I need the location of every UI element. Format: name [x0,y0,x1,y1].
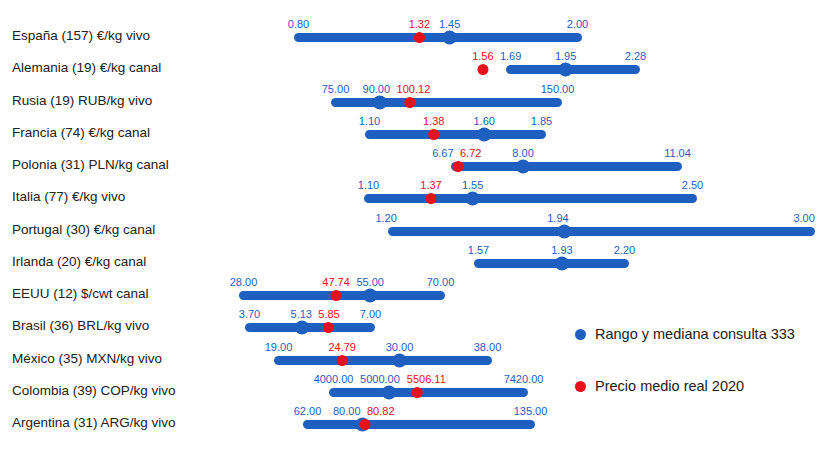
svg-text:38.00: 38.00 [474,341,502,353]
svg-text:1.93: 1.93 [551,244,572,256]
svg-text:47.74: 47.74 [322,276,350,288]
html-text:Francia (74) €/kg canal: Francia (74) €/kg canal [12,124,151,140]
html-text:Rango y mediana consulta 333: Rango y mediana consulta 333 [595,326,795,342]
svg-text:1.37: 1.37 [420,179,441,191]
svg-text:2.00: 2.00 [567,18,588,30]
svg-text:5506.11: 5506.11 [407,373,446,385]
html-text:Italia (77) €/kg vivo: Italia (77) €/kg vivo [12,189,126,205]
svg-text:1.69: 1.69 [500,50,521,62]
svg-text:2.28: 2.28 [625,50,646,62]
svg-text:1.85: 1.85 [531,115,552,127]
html-text:Argentina (31) ARG/kg vivo: Argentina (31) ARG/kg vivo [12,415,176,430]
svg-text:0.80: 0.80 [288,18,309,30]
svg-text:2.20: 2.20 [614,244,635,256]
svg-text:30.00: 30.00 [386,341,414,353]
svg-text:90.00: 90.00 [363,83,391,95]
svg-text:5.13: 5.13 [291,308,312,320]
svg-text:70.00: 70.00 [427,276,455,288]
svg-text:7.00: 7.00 [360,308,381,320]
svg-text:1.94: 1.94 [547,212,568,224]
svg-text:28.00: 28.00 [230,276,258,288]
svg-text:75.00: 75.00 [322,83,350,95]
svg-text:7420.00: 7420.00 [504,373,544,385]
svg-text:3.00: 3.00 [793,212,814,224]
svg-text:100.12: 100.12 [397,83,431,95]
svg-text:11.04: 11.04 [664,147,691,159]
svg-text:1.32: 1.32 [409,18,430,30]
html-text:México (35) MXN/kg vivo: México (35) MXN/kg vivo [12,350,162,366]
html-text:EEUU (12) $/cwt canal: EEUU (12) $/cwt canal [12,286,149,301]
svg-text:1.57: 1.57 [468,244,489,256]
html-text:Precio medio real 2020: Precio medio real 2020 [595,378,745,394]
html-text:Portugal (30) €/kg canal: Portugal (30) €/kg canal [12,221,156,237]
html-text:España (157) €/kg vivo: España (157) €/kg vivo [12,28,151,43]
svg-text:135.00: 135.00 [514,405,548,417]
svg-text:1.45: 1.45 [439,18,460,30]
svg-text:1.95: 1.95 [555,50,576,62]
svg-text:4000.00: 4000.00 [314,373,354,385]
html-text:Colombia (39) COP/kg vivo: Colombia (39) COP/kg vivo [12,382,176,398]
svg-text:1.56: 1.56 [472,50,493,62]
html-text:Polonia (31) PLN/kg canal: Polonia (31) PLN/kg canal [12,157,169,172]
html-text:Rusia (19) RUB/kg vivo: Rusia (19) RUB/kg vivo [12,92,153,108]
svg-text:3.70: 3.70 [239,308,260,320]
svg-text:1.38: 1.38 [423,115,444,127]
svg-text:1.60: 1.60 [473,115,494,127]
svg-text:5.85: 5.85 [318,308,339,320]
svg-text:1.10: 1.10 [358,179,379,191]
svg-text:1.55: 1.55 [462,179,483,191]
svg-text:19.00: 19.00 [265,341,293,353]
html-text:Alemania (19) €/kg canal: Alemania (19) €/kg canal [12,60,162,76]
svg-text:80.82: 80.82 [367,405,395,417]
svg-text:2.50: 2.50 [682,179,703,191]
html-text:Brasil (36) BRL/kg vivo: Brasil (36) BRL/kg vivo [12,318,150,334]
svg-text:24.79: 24.79 [328,341,356,353]
svg-text:8.00: 8.00 [512,147,533,159]
svg-text:55.00: 55.00 [356,276,384,288]
html-text:Irlanda (20) €/kg canal: Irlanda (20) €/kg canal [12,253,147,269]
svg-text:5000.00: 5000.00 [360,373,400,385]
svg-text:1.20: 1.20 [375,212,396,224]
svg-text:6.72: 6.72 [460,147,481,159]
svg-text:150.00: 150.00 [541,83,575,95]
svg-text:62.00: 62.00 [294,405,322,417]
svg-text:6.67: 6.67 [432,147,453,159]
svg-text:1.10: 1.10 [359,115,380,127]
svg-text:80.00: 80.00 [333,405,361,417]
